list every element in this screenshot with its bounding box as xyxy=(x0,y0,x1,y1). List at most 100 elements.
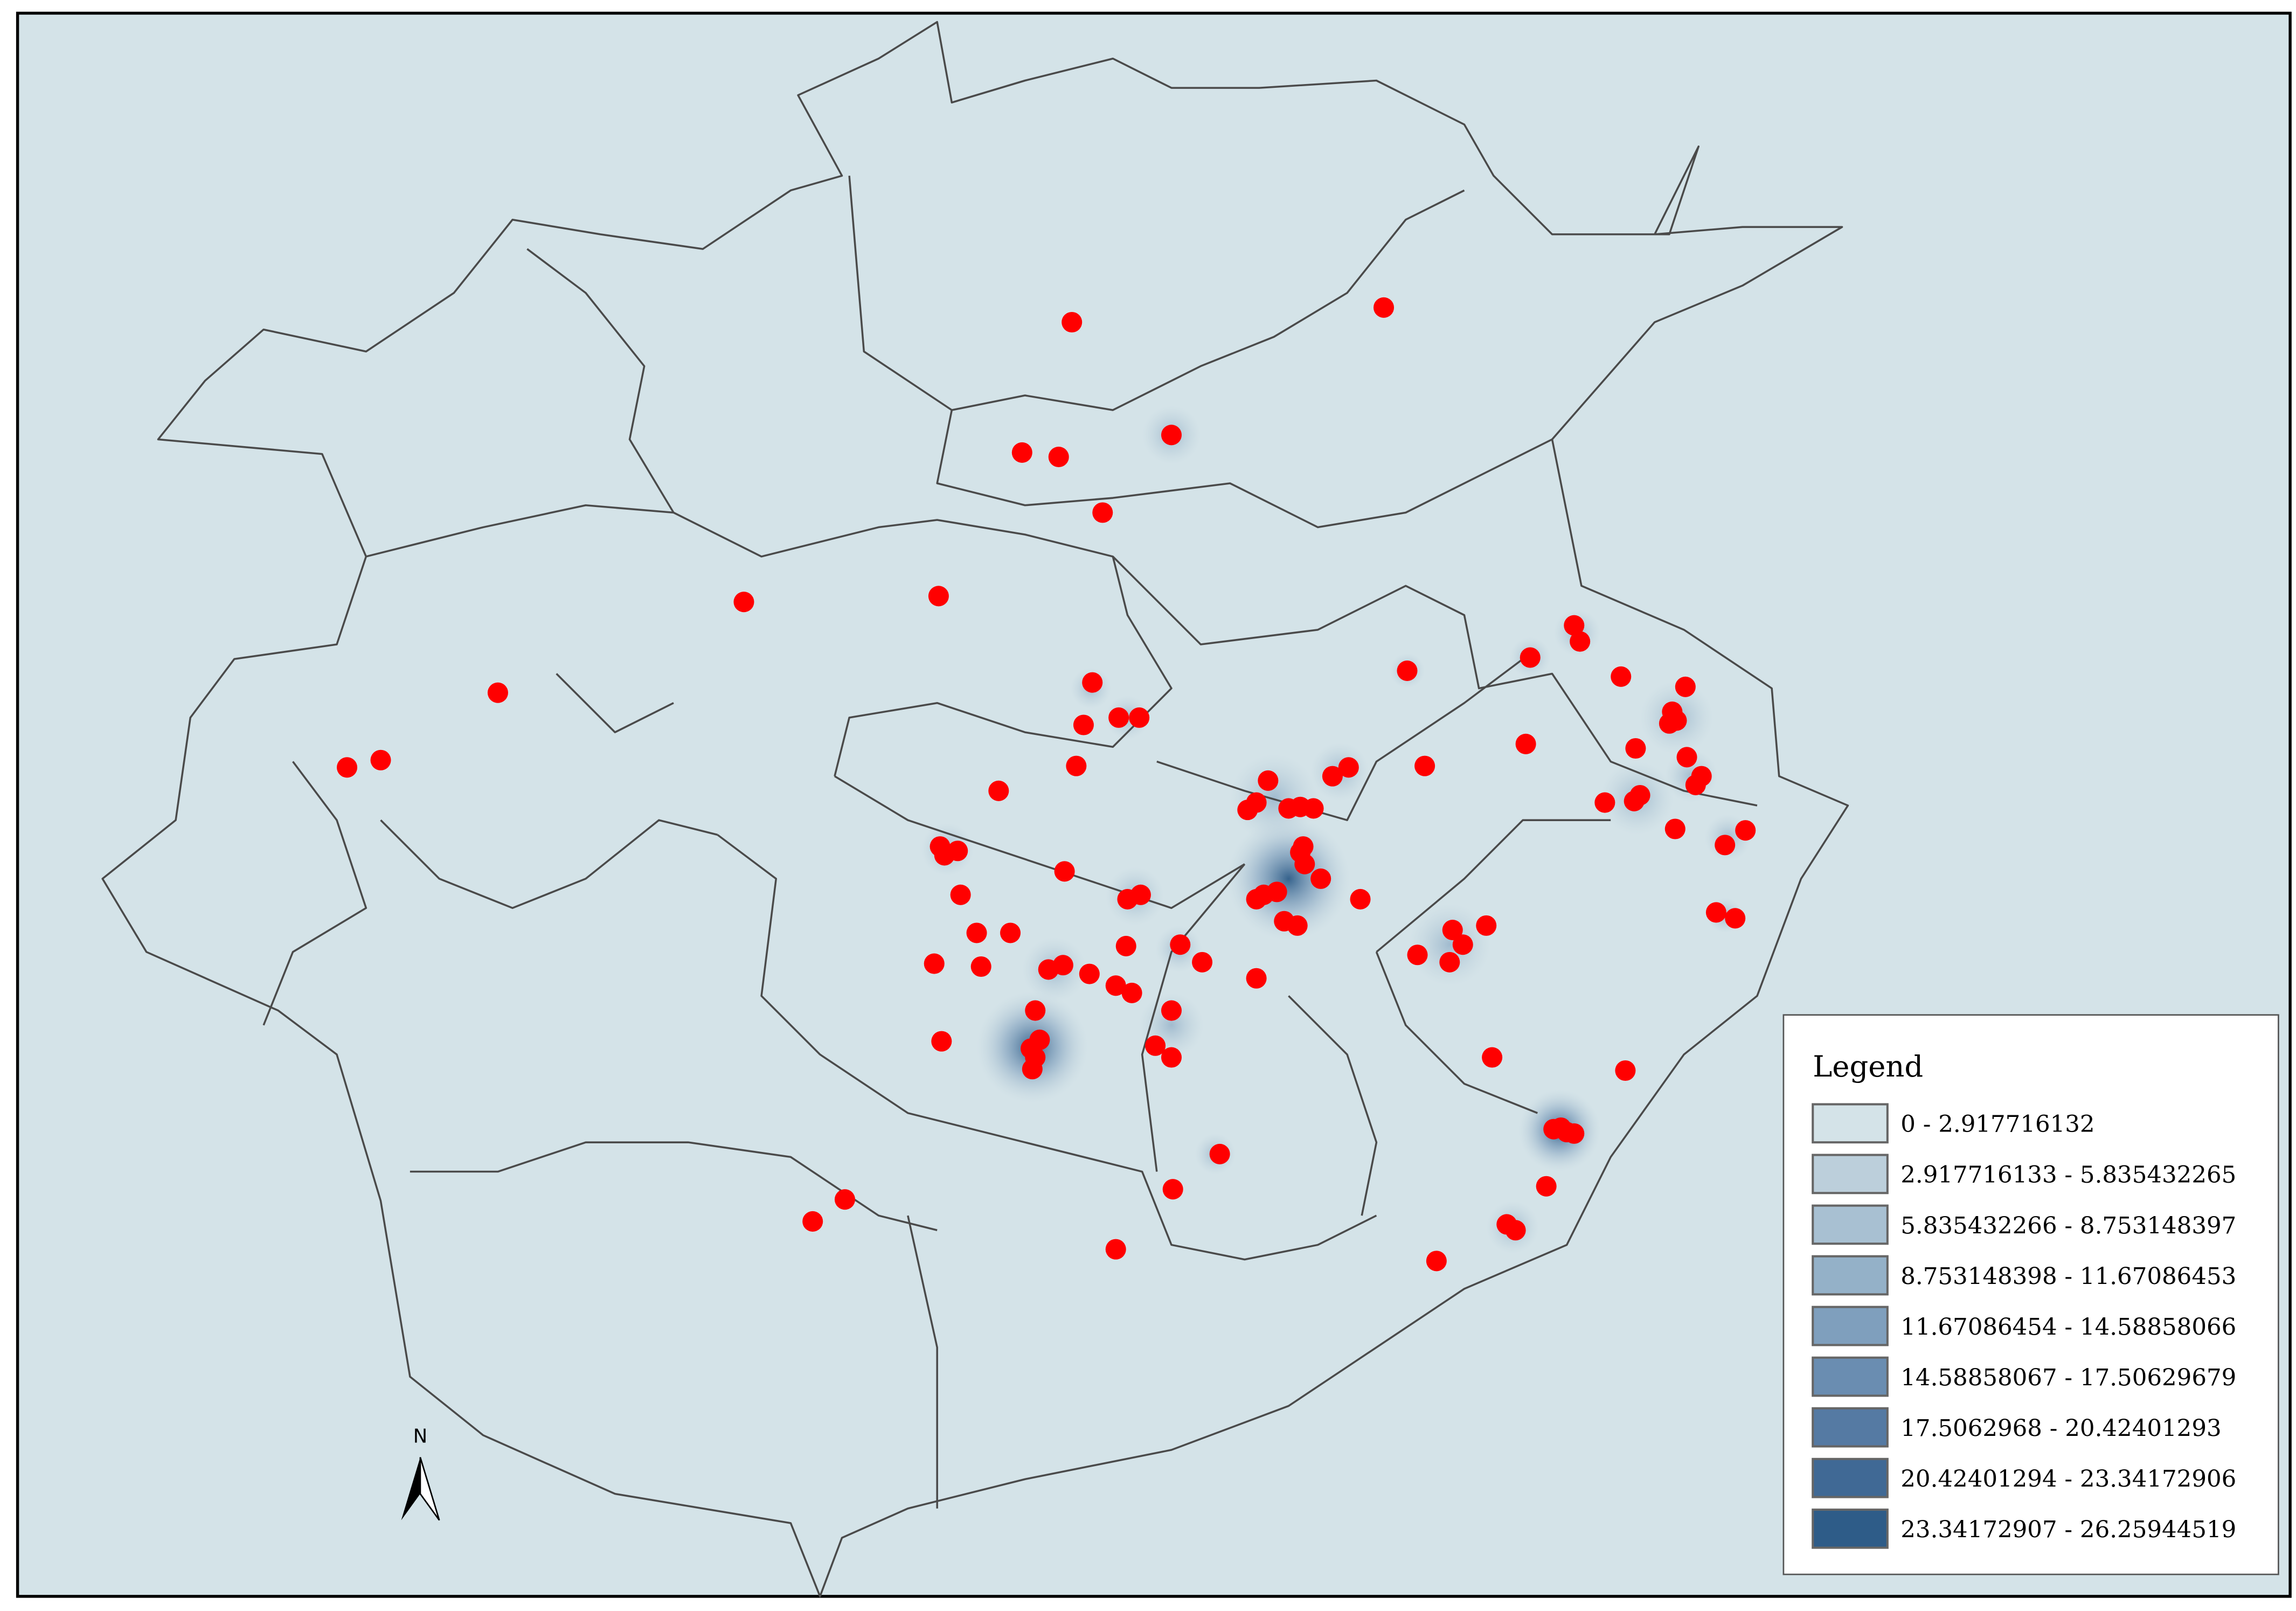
site-point xyxy=(928,586,949,607)
site-point xyxy=(1615,1060,1636,1081)
site-point xyxy=(1611,666,1632,687)
legend-swatch xyxy=(1812,1306,1889,1346)
legend: Legend 0 - 2.917716132 2.917716133 - 5.83… xyxy=(1782,1014,2279,1575)
site-point xyxy=(1287,915,1308,936)
site-point xyxy=(1161,425,1182,446)
site-point xyxy=(1048,447,1069,468)
outline xyxy=(101,21,1849,1598)
legend-label: 2.917716133 - 5.835432265 xyxy=(1900,1162,2236,1189)
site-point xyxy=(966,922,987,943)
legend-label: 23.34172907 - 26.25944519 xyxy=(1900,1517,2236,1544)
site-point xyxy=(1266,881,1287,902)
site-point xyxy=(1625,738,1646,759)
site-point xyxy=(834,1189,856,1210)
legend-label: 17.5062968 - 20.42401293 xyxy=(1900,1415,2221,1442)
site-point xyxy=(1452,934,1473,955)
site-point xyxy=(1476,915,1497,936)
site-point xyxy=(931,1031,952,1052)
site-point xyxy=(1350,888,1371,909)
site-point xyxy=(1442,920,1463,941)
boundaries xyxy=(101,21,1849,1598)
site-point xyxy=(950,884,971,905)
site-point xyxy=(1414,755,1435,776)
province-border xyxy=(717,658,1524,1261)
site-point xyxy=(1322,766,1343,787)
site-point xyxy=(1066,755,1087,776)
site-point xyxy=(1129,707,1150,728)
site-point xyxy=(1025,1000,1046,1021)
site-point xyxy=(1564,615,1585,636)
north-arrow: N xyxy=(401,1425,440,1521)
site-point xyxy=(1145,1035,1166,1056)
province-border xyxy=(380,819,1611,1509)
legend-swatch xyxy=(1812,1407,1889,1448)
legend-swatch xyxy=(1812,1508,1889,1549)
legend-swatch xyxy=(1812,1255,1889,1296)
site-point xyxy=(1705,902,1726,923)
legend-swatch xyxy=(1812,1204,1889,1245)
site-point xyxy=(1664,818,1685,839)
site-point xyxy=(1073,714,1094,735)
site-point xyxy=(947,841,968,862)
legend-swatch xyxy=(1812,1154,1889,1195)
site-point xyxy=(1162,1179,1183,1200)
site-point xyxy=(1170,934,1191,955)
site-point xyxy=(1115,935,1136,956)
site-point xyxy=(487,682,508,703)
site-point xyxy=(1675,676,1696,697)
site-point xyxy=(1082,672,1103,693)
site-point xyxy=(1426,1251,1447,1272)
density-blob xyxy=(1230,754,1318,842)
site-point xyxy=(1022,1059,1043,1080)
site-point xyxy=(1735,820,1756,841)
site-point xyxy=(1108,707,1129,728)
site-point xyxy=(970,956,991,977)
site-point xyxy=(1192,952,1213,973)
density-blob xyxy=(1227,817,1350,941)
site-point xyxy=(1258,770,1279,791)
north-label: N xyxy=(413,1425,427,1447)
legend-label: 5.835432266 - 8.753148397 xyxy=(1900,1212,2236,1239)
site-point xyxy=(1121,982,1142,1003)
site-point xyxy=(1246,968,1267,989)
site-point xyxy=(1310,868,1331,889)
legend-swatch xyxy=(1812,1457,1889,1498)
site-point xyxy=(1079,963,1100,984)
site-point xyxy=(1105,975,1126,996)
points xyxy=(337,297,1756,1272)
site-point xyxy=(1303,798,1324,819)
arrow-left xyxy=(401,1457,420,1520)
site-point xyxy=(370,749,391,770)
site-point xyxy=(1570,631,1591,652)
site-point xyxy=(1520,647,1541,668)
site-point xyxy=(1011,442,1032,463)
site-point xyxy=(1237,800,1258,821)
legend-label: 0 - 2.917716132 xyxy=(1900,1111,2094,1138)
site-point xyxy=(733,592,754,613)
site-point xyxy=(1624,790,1645,811)
site-point xyxy=(1092,502,1113,523)
site-point xyxy=(1594,792,1615,813)
arrow-right xyxy=(419,1457,440,1521)
site-point xyxy=(988,780,1009,801)
site-point xyxy=(1209,1143,1230,1164)
site-point xyxy=(1715,835,1736,856)
site-point xyxy=(337,757,358,778)
legend-label: 20.42401294 - 23.34172906 xyxy=(1900,1466,2236,1492)
legend-title: Legend xyxy=(1813,1050,1923,1084)
site-point xyxy=(924,953,945,974)
site-point xyxy=(1161,1047,1182,1068)
site-point xyxy=(802,1211,823,1232)
site-point xyxy=(1062,311,1083,333)
site-point xyxy=(1373,297,1395,318)
site-point xyxy=(1105,1239,1126,1260)
province-border xyxy=(526,176,1465,513)
province-border xyxy=(936,409,1758,807)
legend-label: 14.58858067 - 17.50629679 xyxy=(1900,1364,2236,1391)
site-point xyxy=(1130,884,1151,905)
site-point xyxy=(1407,945,1428,966)
site-point xyxy=(1397,660,1418,681)
site-point xyxy=(1691,766,1712,787)
site-point xyxy=(1000,922,1021,943)
